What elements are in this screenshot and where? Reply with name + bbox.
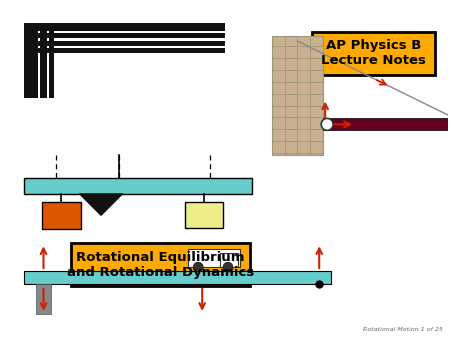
Text: AP Physics B
Lecture Notes: AP Physics B Lecture Notes (321, 39, 426, 67)
Bar (50, 23, 54, 98)
Bar (24, 33, 225, 38)
Bar (323, 118, 450, 130)
Bar (24, 23, 225, 31)
Bar (41, 202, 81, 230)
Circle shape (223, 262, 233, 272)
Bar (188, 249, 240, 267)
Bar (24, 41, 225, 46)
Bar (24, 178, 252, 194)
Bar (24, 271, 331, 284)
Bar (24, 23, 37, 98)
FancyBboxPatch shape (312, 31, 435, 75)
Bar (36, 284, 51, 314)
Text: Rotational Motion 1 of 25: Rotational Motion 1 of 25 (363, 327, 443, 332)
Circle shape (321, 118, 333, 130)
Bar (40, 23, 47, 98)
Bar (24, 48, 225, 53)
Circle shape (193, 262, 203, 272)
Bar (185, 202, 223, 227)
Bar (272, 36, 323, 155)
Bar (220, 253, 238, 267)
Text: Rotational Equilibrium
and Rotational Dynamics: Rotational Equilibrium and Rotational Dy… (67, 250, 254, 279)
Polygon shape (79, 194, 123, 216)
FancyBboxPatch shape (71, 243, 250, 286)
